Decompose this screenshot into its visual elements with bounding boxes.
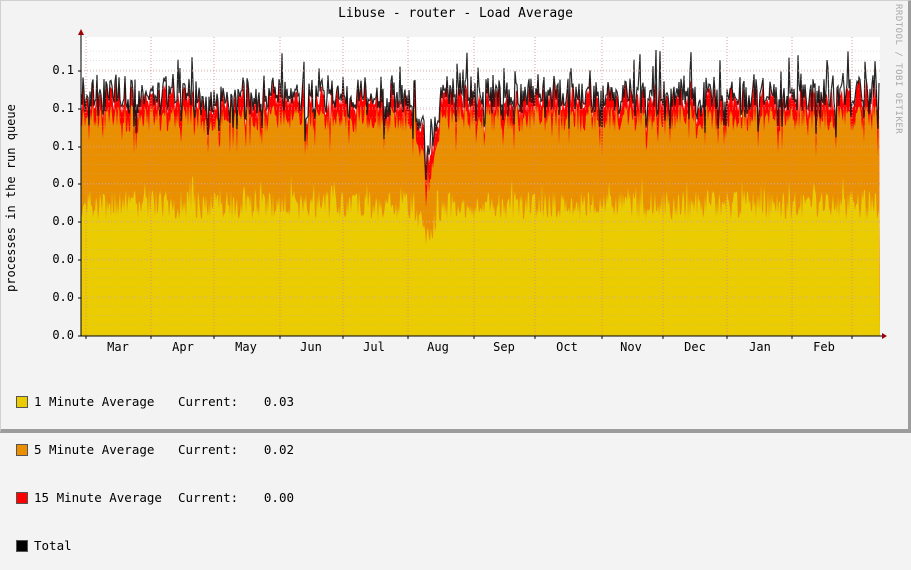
legend-value: 0.00 [263,490,294,505]
x-tick-label: Feb [813,340,835,354]
y-tick-label: 0.1 [52,101,74,115]
rrdtool-watermark: RRDTOOL / TOBI OETIKER [893,4,903,135]
y-tick-label: 0.0 [52,290,74,304]
x-tick-label: Oct [556,340,578,354]
chart-plot-area [78,29,887,339]
y-tick-label: 0.0 [52,252,74,266]
x-tick-label: Jul [363,340,385,354]
y-tick-label: 0.1 [52,63,74,77]
legend-item-1min: 1 Minute Average Current: 0.03 [16,394,294,410]
x-tick-label: Sep [493,340,515,354]
legend-item-5min: 5 Minute Average Current: 0.02 [16,442,294,458]
legend: 1 Minute Average Current: 0.03 5 Minute … [16,362,294,570]
legend-swatch-5min [16,444,28,456]
x-tick-label: Dec [684,340,706,354]
legend-item-total: Total [16,538,294,554]
legend-current-label: Current: [178,490,239,505]
x-tick-label: May [235,340,257,354]
legend-label: 15 Minute Average [34,490,162,505]
x-tick-label: Mar [107,340,129,354]
legend-label: 1 Minute Average [34,394,155,409]
graph-frame [0,0,911,433]
legend-current-label: Current: [178,394,239,409]
legend-swatch-15min [16,492,28,504]
legend-label: 5 Minute Average [34,442,155,457]
y-tick-label: 0.0 [52,328,74,342]
legend-label: Total [34,538,72,553]
legend-value: 0.02 [263,442,294,457]
legend-current-label: Current: [178,442,239,457]
x-tick-label: Jan [749,340,771,354]
chart-title: Libuse - router - Load Average [338,6,573,21]
y-tick-label: 0.1 [52,139,74,153]
y-tick-label: 0.0 [52,214,74,228]
x-tick-label: Jun [300,340,322,354]
y-tick-label: 0.0 [52,176,74,190]
x-tick-label: Apr [172,340,194,354]
legend-swatch-1min [16,396,28,408]
legend-item-15min: 15 Minute Average Current: 0.00 [16,490,294,506]
x-tick-label: Aug [427,340,449,354]
legend-swatch-total [16,540,28,552]
legend-value: 0.03 [263,394,294,409]
x-tick-label: Nov [620,340,642,354]
